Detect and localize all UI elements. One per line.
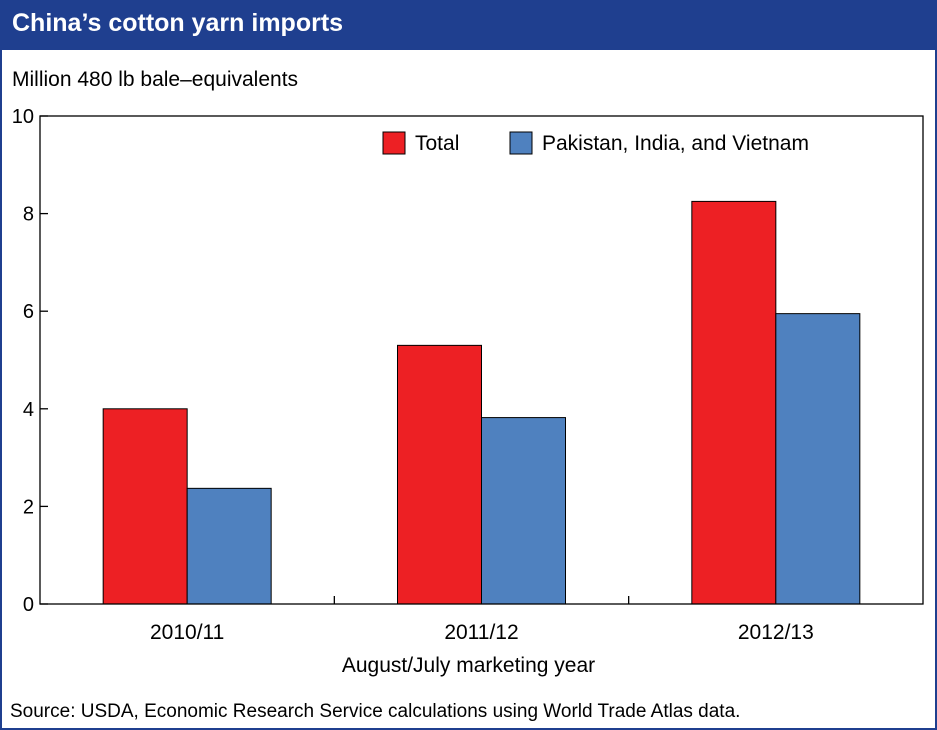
chart-title: China’s cotton yarn imports <box>12 9 344 37</box>
y-tick-label: 8 <box>23 204 34 226</box>
y-tick-label: 10 <box>12 106 34 128</box>
legend-label: Total <box>415 132 459 155</box>
x-axis-label: August/July marketing year <box>341 654 596 677</box>
y-tick-label: 0 <box>23 594 34 616</box>
legend: Total Pakistan, India, and Vietnam <box>382 131 809 155</box>
x-tick-label: 2011/12 <box>444 621 518 644</box>
x-tick-label: 2012/13 <box>738 621 814 644</box>
title-bar: China’s cotton yarn imports <box>0 0 937 50</box>
x-tick-label: 2010/11 <box>150 621 224 644</box>
y-axis-label: Million 480 lb bale–equivalents <box>12 68 299 91</box>
bar <box>186 487 272 605</box>
bar <box>691 200 777 605</box>
bars-group <box>102 200 861 605</box>
plot-border <box>39 115 924 605</box>
bar <box>397 344 482 605</box>
legend-label: Pakistan, India, and Vietnam <box>542 132 809 155</box>
axis-group: 0 2 4 6 8 10 2010/11 2011/12 2012/13 <box>12 106 924 644</box>
legend-swatch <box>509 131 533 155</box>
bar <box>775 313 861 605</box>
bar <box>102 408 188 605</box>
y-tick-label: 2 <box>23 496 34 518</box>
source-note: Source: USDA, Economic Research Service … <box>10 701 741 722</box>
legend-swatch <box>382 131 406 155</box>
y-tick-label: 6 <box>23 301 34 323</box>
y-tick-label: 4 <box>23 399 34 421</box>
bar <box>481 417 566 605</box>
